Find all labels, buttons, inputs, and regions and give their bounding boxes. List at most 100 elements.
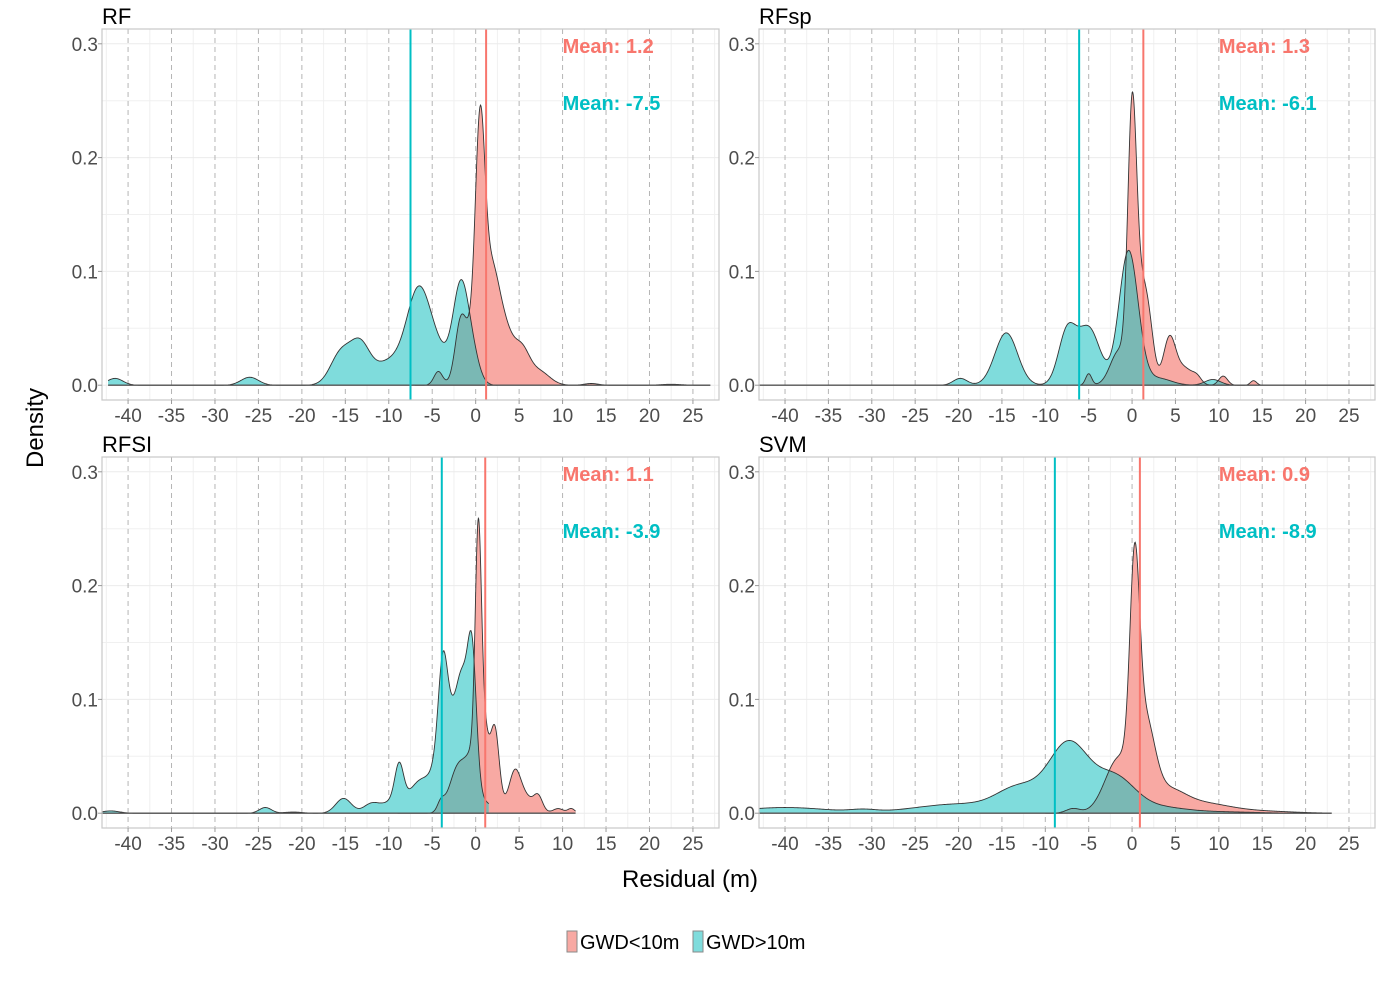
y-tick-label: 0.0 — [72, 376, 98, 397]
legend-label-high: GWD>10m — [706, 932, 805, 954]
mean-label-gwd-under-10m: Mean: 1.3 — [1219, 36, 1310, 58]
x-tick-label: -10 — [375, 406, 402, 427]
mean-label-gwd-over-10m: Mean: -6.1 — [1219, 93, 1317, 115]
x-tick-label: -15 — [332, 834, 359, 855]
x-axis-title: Residual (m) — [622, 866, 758, 893]
x-tick-label: 5 — [1170, 834, 1181, 855]
y-tick-label: 0.1 — [729, 690, 755, 711]
x-tick-label: -40 — [771, 406, 798, 427]
density-area-gwd-under-10m — [414, 105, 711, 386]
x-tick-label: 0 — [470, 406, 481, 427]
density-area-gwd-under-10m — [397, 518, 576, 814]
panel-border — [758, 456, 1376, 829]
x-tick-label: 0 — [470, 834, 481, 855]
x-tick-label: -5 — [424, 406, 441, 427]
x-tick-label: 10 — [552, 834, 573, 855]
panel-rf: RF Mean: 1.2 Mean: -7.5 0.0 0.1 0.2 0.3 -40 -35 -… — [72, 4, 720, 427]
legend-key-high — [692, 930, 704, 953]
x-tick-label: 25 — [1338, 406, 1359, 427]
x-tick-label: -40 — [771, 834, 798, 855]
x-tick-label: -25 — [901, 834, 928, 855]
x-tick-label: -15 — [988, 834, 1015, 855]
panel-rfsp: RFsp Mean: 1.3 Mean: -6.1 0.0 0.1 0.2 0.3 -40 -3… — [729, 4, 1376, 427]
x-tick-label: -30 — [858, 834, 885, 855]
mean-label-gwd-under-10m: Mean: 1.2 — [563, 36, 654, 58]
panel-border — [101, 28, 720, 401]
y-tick-label: 0.1 — [72, 262, 98, 283]
x-tick-label: 25 — [682, 406, 703, 427]
panel-title: SVM — [759, 432, 807, 457]
x-tick-label: 10 — [1208, 406, 1229, 427]
y-tick-label: 0.3 — [72, 35, 98, 56]
density-overlap-area — [1080, 250, 1237, 386]
x-tick-label: 10 — [552, 406, 573, 427]
x-tick-label: -5 — [424, 834, 441, 855]
x-tick-label: 20 — [639, 834, 660, 855]
x-tick-label: -5 — [1080, 834, 1097, 855]
panel-title: RFSI — [102, 432, 152, 457]
x-tick-label: -10 — [1032, 834, 1059, 855]
x-tick-label: 25 — [1338, 834, 1359, 855]
panel-title: RFsp — [759, 4, 812, 29]
x-tick-label: -40 — [114, 834, 141, 855]
x-tick-label: -15 — [332, 406, 359, 427]
x-tick-label: -10 — [375, 834, 402, 855]
y-tick-label: 0.3 — [729, 463, 755, 484]
mean-label-gwd-over-10m: Mean: -3.9 — [563, 521, 661, 543]
x-tick-label: -20 — [945, 834, 972, 855]
panel-border — [758, 28, 1376, 401]
y-tick-label: 0.2 — [72, 149, 98, 170]
x-tick-label: 0 — [1127, 834, 1138, 855]
x-tick-label: -25 — [245, 834, 272, 855]
x-tick-label: -20 — [288, 834, 315, 855]
y-tick-label: 0.3 — [729, 35, 755, 56]
y-tick-label: 0.1 — [729, 262, 755, 283]
mean-label-gwd-under-10m: Mean: 0.9 — [1219, 464, 1310, 486]
x-tick-label: -30 — [201, 834, 228, 855]
mean-label-gwd-over-10m: Mean: -8.9 — [1219, 521, 1317, 543]
mean-label-gwd-over-10m: Mean: -7.5 — [563, 93, 661, 115]
mean-label-gwd-under-10m: Mean: 1.1 — [563, 464, 654, 486]
x-tick-label: -20 — [288, 406, 315, 427]
legend: GWD<10m GWD>10m — [566, 930, 805, 954]
y-tick-label: 0.2 — [729, 577, 755, 598]
y-tick-label: 0.0 — [729, 376, 755, 397]
x-tick-label: -15 — [988, 406, 1015, 427]
x-tick-label: 20 — [1295, 406, 1316, 427]
x-tick-label: 20 — [639, 406, 660, 427]
x-tick-label: -35 — [158, 406, 185, 427]
x-tick-label: 10 — [1208, 834, 1229, 855]
density-area-gwd-over-10m — [941, 250, 1237, 386]
x-tick-label: -25 — [245, 406, 272, 427]
x-tick-label: 0 — [1127, 406, 1138, 427]
x-tick-label: 5 — [514, 834, 525, 855]
y-tick-label: 0.2 — [729, 149, 755, 170]
density-line-gwd-under-10m — [1079, 91, 1263, 386]
panel-title: RF — [102, 4, 131, 29]
x-tick-label: -40 — [114, 406, 141, 427]
panel-rfsi: RFSI Mean: 1.1 Mean: -3.9 0.0 0.1 0.2 0.3 -40 -3… — [72, 432, 720, 855]
y-tick-label: 0.2 — [72, 577, 98, 598]
x-tick-label: 5 — [1170, 406, 1181, 427]
x-tick-label: -35 — [158, 834, 185, 855]
x-tick-label: -20 — [945, 406, 972, 427]
panel-svm: SVM Mean: 0.9 Mean: -8.9 0.0 0.1 0.2 0.3 -40 -35… — [729, 432, 1376, 855]
density-area-gwd-over-10m — [108, 279, 498, 386]
x-tick-label: -35 — [815, 834, 842, 855]
density-line-gwd-under-10m — [1045, 541, 1332, 814]
x-tick-label: 25 — [682, 834, 703, 855]
y-tick-label: 0.0 — [729, 804, 755, 825]
x-tick-label: -10 — [1032, 406, 1059, 427]
x-tick-label: 15 — [1252, 834, 1273, 855]
legend-key-low — [566, 930, 578, 953]
y-tick-label: 0.1 — [72, 690, 98, 711]
x-tick-label: -35 — [815, 406, 842, 427]
x-tick-label: 15 — [1252, 406, 1273, 427]
panel-border — [101, 456, 720, 829]
x-tick-label: 15 — [595, 834, 616, 855]
y-tick-label: 0.3 — [72, 463, 98, 484]
x-tick-label: -5 — [1080, 406, 1097, 427]
x-tick-label: -30 — [858, 406, 885, 427]
x-tick-label: -25 — [901, 406, 928, 427]
